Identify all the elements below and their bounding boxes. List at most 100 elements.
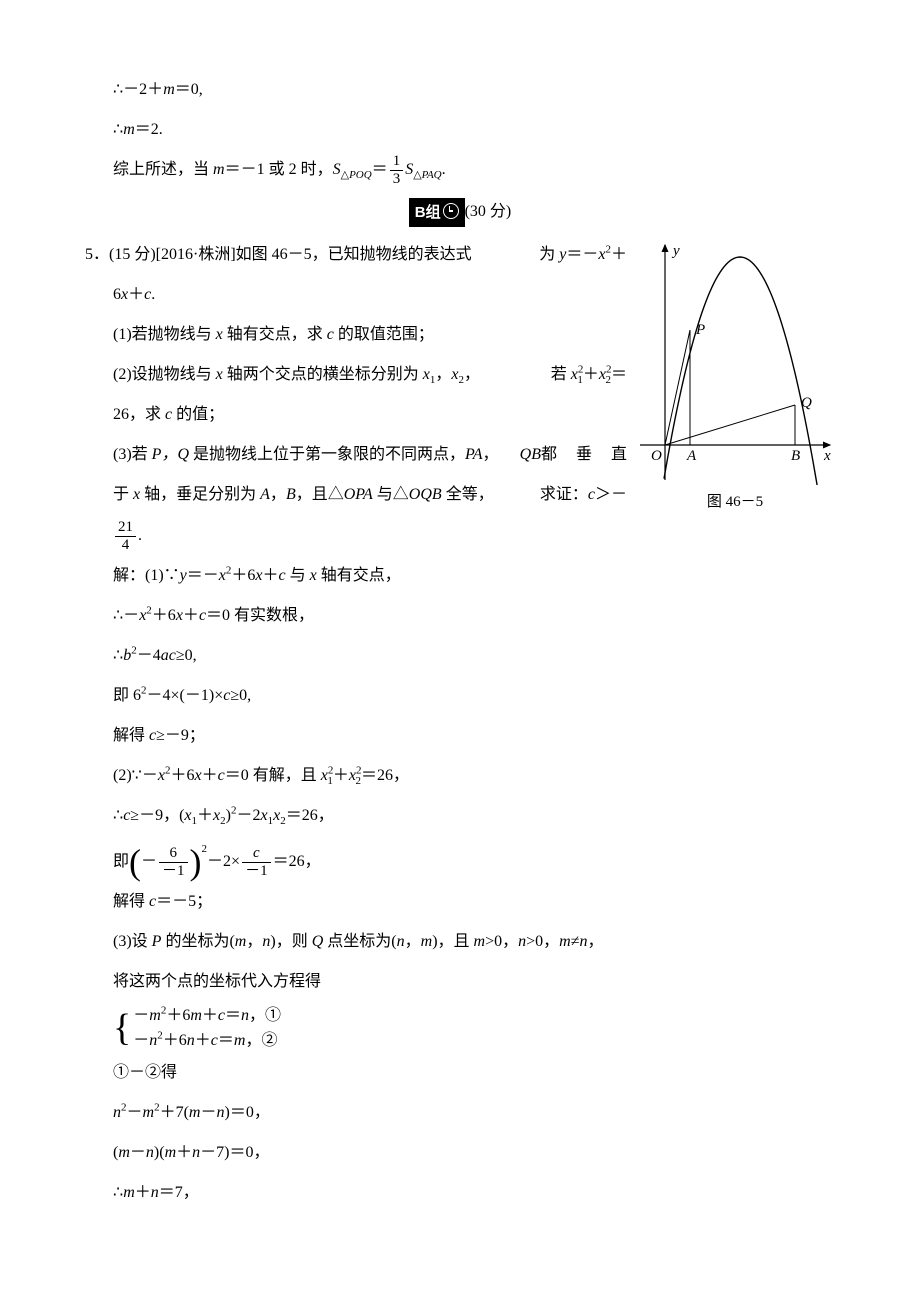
var-m: m <box>123 121 135 138</box>
fraction: c－1 <box>242 845 271 879</box>
var-n: n <box>518 933 526 950</box>
q5-frac-21-4: 214. <box>85 516 835 556</box>
text: －7)＝0， <box>200 1144 269 1161</box>
svg-text:x: x <box>823 448 831 464</box>
var-x: x <box>184 807 191 824</box>
group-badge: B组 <box>409 198 465 227</box>
denominator: －1 <box>242 863 271 880</box>
text: 解：(1)∵ <box>113 567 180 584</box>
text: ＋ <box>202 767 218 784</box>
numerator: c <box>242 845 271 863</box>
text: ＝－5； <box>156 893 212 910</box>
var-m: m <box>163 81 175 98</box>
var-m: m <box>421 933 433 950</box>
sol-15: (m－n)(m＋n－7)＝0， <box>85 1133 835 1173</box>
text: ＝－ <box>187 567 219 584</box>
text: －2 <box>236 807 260 824</box>
sub: △ <box>413 169 421 181</box>
sol-11: 将这两个点的坐标代入方程得 <box>85 962 835 1002</box>
text: ＋6 <box>152 607 176 624</box>
var-c: c <box>327 326 334 343</box>
text: ＝ <box>372 161 388 178</box>
svg-text:P: P <box>695 322 705 338</box>
var-m: m <box>165 1144 177 1161</box>
var-x: x <box>216 326 223 343</box>
text: ≥0, <box>230 687 251 704</box>
var-x1: x <box>423 366 430 383</box>
text: 轴两个交点的横坐标分别为 <box>223 366 423 383</box>
text: )，则 <box>270 933 311 950</box>
text: ，且△ <box>296 486 344 503</box>
text: (3)设 <box>113 933 152 950</box>
var-P: P <box>152 933 162 950</box>
text: ＋ <box>128 286 144 303</box>
text: 的取值范围； <box>334 326 434 343</box>
var-b: b <box>123 647 131 664</box>
numerator: 21 <box>115 519 136 537</box>
group-points: (30 分) <box>465 203 512 220</box>
badge-text: B组 <box>415 204 441 221</box>
var-n: n <box>241 1007 249 1024</box>
text: ＝ <box>225 1007 241 1024</box>
eq1: －m2＋6m＋c＝n，① <box>133 1007 281 1024</box>
text: ≥－9； <box>156 727 205 744</box>
sol-14: n2－m2＋7(m－n)＝0， <box>85 1093 835 1133</box>
var-c: c <box>211 1032 218 1049</box>
text: ＝26， <box>361 767 409 784</box>
denominator: －1 <box>159 863 188 880</box>
text: ＝0 有实数根， <box>206 607 314 624</box>
fraction: 214 <box>115 519 136 553</box>
var-m: m <box>143 1104 155 1121</box>
sol-7: ∴c≥－9，(x1＋x2)2－2x1x2＝26， <box>85 796 835 836</box>
text: 综上所述，当 <box>113 161 213 178</box>
text: ＝ <box>218 1032 234 1049</box>
svg-text:Q: Q <box>801 395 812 411</box>
text: 求证： <box>540 486 588 503</box>
var-c: c <box>169 647 176 664</box>
var-c: c <box>588 486 595 503</box>
text: ∴ <box>113 807 123 824</box>
text: 轴有交点，求 <box>223 326 327 343</box>
text: 为 <box>539 246 559 263</box>
text: ， <box>270 486 286 503</box>
var-OPA: OPA <box>344 486 373 503</box>
text: ＋ <box>333 767 349 784</box>
svg-text:O: O <box>651 448 662 464</box>
var-n: n <box>397 933 405 950</box>
sol-13: ①－②得 <box>85 1053 835 1093</box>
text: ， <box>464 366 480 383</box>
var-c: c <box>218 1007 225 1024</box>
text: 若 <box>551 366 571 383</box>
sol-10: (3)设 P 的坐标为(m，n)，则 Q 点坐标为(n，m)，且 m>0，n>0… <box>85 922 835 962</box>
var-n: n <box>192 1144 200 1161</box>
intro-line-1: ∴－2＋m＝0, <box>85 70 835 110</box>
var-PQ: P，Q <box>152 446 189 463</box>
intro-line-3: 综上所述，当 m＝－1 或 2 时，S△POQ＝13S△PAQ. <box>85 150 835 190</box>
fraction: 13 <box>390 153 404 187</box>
text: 与△ <box>373 486 409 503</box>
var-x: x <box>261 807 268 824</box>
text: －4 <box>137 647 161 664</box>
denominator: 4 <box>115 537 136 554</box>
sol-6: (2)∵－x2＋6x＋c＝0 有解，且 x21＋x22＝26， <box>85 756 835 796</box>
text: ， <box>435 366 451 383</box>
var-QB: QB <box>520 446 541 463</box>
right-frag: 为 y＝－x2＋ <box>539 235 627 275</box>
text: )( <box>154 1144 165 1161</box>
var-m: m <box>190 1007 202 1024</box>
text: 的坐标为( <box>161 933 234 950</box>
text: (15 分)[2016·株洲]如图 46－5，已知抛物线的表达式 <box>109 246 472 263</box>
text: 即 6 <box>113 687 141 704</box>
var-n: n <box>187 1032 195 1049</box>
text: ≠ <box>571 933 580 950</box>
var-x: x <box>216 366 223 383</box>
group-b-header: B组 (30 分) <box>85 198 835 227</box>
var-x2: x <box>451 366 458 383</box>
text: ＋6 <box>163 1032 187 1049</box>
text: ＋7( <box>160 1104 189 1121</box>
intro-line-2: ∴m＝2. <box>85 110 835 150</box>
var-S: S <box>405 161 413 178</box>
svg-text:B: B <box>791 448 800 464</box>
numerator: 6 <box>159 845 188 863</box>
fraction: 6－1 <box>159 845 188 879</box>
